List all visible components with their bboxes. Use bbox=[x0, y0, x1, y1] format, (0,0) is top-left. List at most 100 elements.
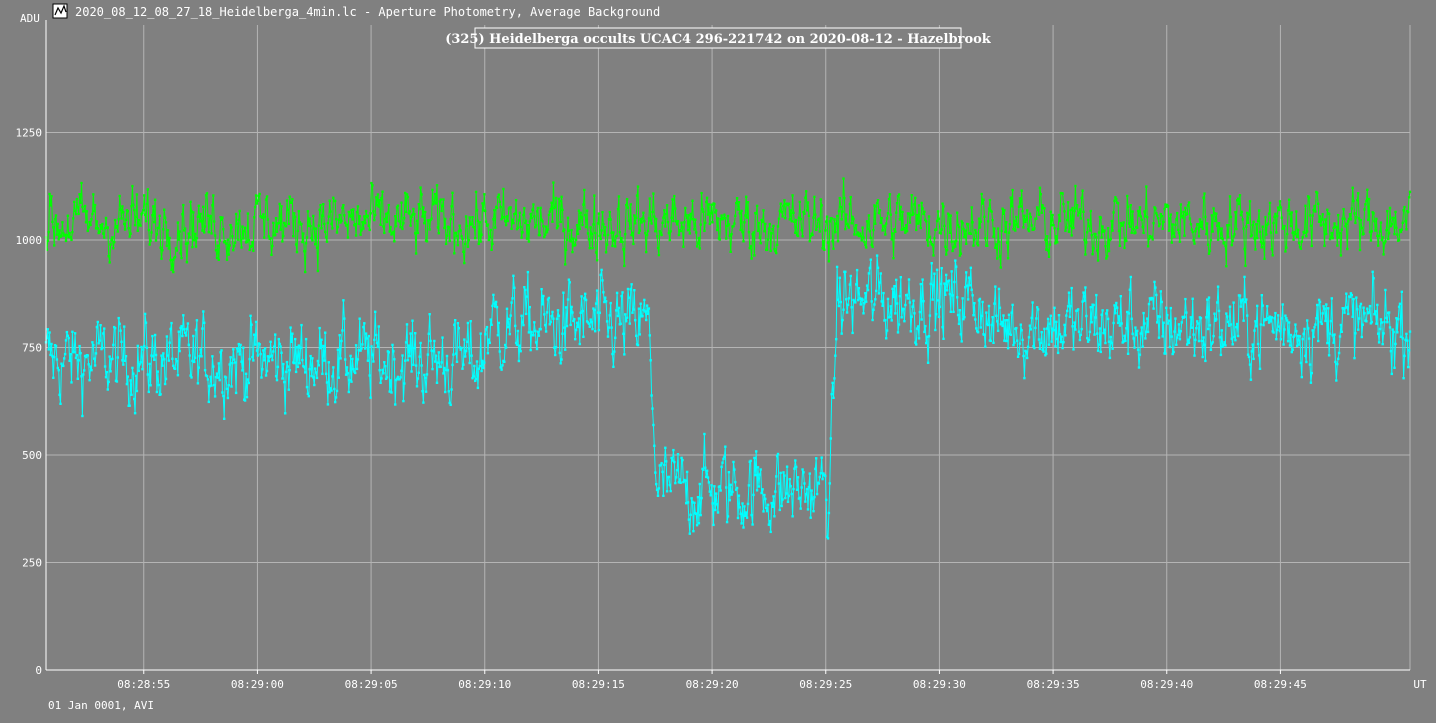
comparison-point bbox=[830, 217, 833, 220]
comparison-point bbox=[599, 237, 602, 241]
target-point bbox=[624, 313, 627, 316]
comparison-point bbox=[1266, 223, 1269, 227]
target-point bbox=[948, 292, 952, 296]
target-point bbox=[960, 340, 963, 343]
target-point bbox=[355, 367, 359, 371]
comparison-point bbox=[733, 222, 736, 225]
comparison-point bbox=[1158, 223, 1162, 226]
target-point bbox=[569, 323, 572, 327]
comparison-point bbox=[1322, 223, 1325, 226]
comparison-point bbox=[1227, 224, 1231, 227]
comparison-point bbox=[685, 214, 688, 217]
comparison-point bbox=[1370, 230, 1373, 233]
comparison-point bbox=[57, 238, 60, 241]
target-point bbox=[952, 310, 955, 313]
comparison-point bbox=[657, 253, 661, 257]
target-point bbox=[1285, 317, 1288, 320]
comparison-point bbox=[352, 208, 355, 211]
target-point bbox=[1160, 300, 1163, 304]
target-point bbox=[1184, 297, 1187, 301]
comparison-point bbox=[491, 242, 494, 246]
target-point bbox=[451, 363, 454, 367]
target-point bbox=[134, 374, 138, 378]
target-point bbox=[217, 362, 220, 365]
target-point bbox=[1166, 322, 1170, 325]
target-point bbox=[924, 324, 927, 328]
target-point bbox=[1183, 315, 1186, 319]
target-point bbox=[446, 369, 450, 372]
comparison-point bbox=[1139, 215, 1142, 218]
comparison-point bbox=[1389, 224, 1393, 228]
target-point bbox=[320, 338, 323, 341]
target-point bbox=[1305, 360, 1308, 364]
target-point bbox=[1118, 324, 1122, 327]
target-point bbox=[343, 317, 346, 320]
comparison-point bbox=[221, 216, 224, 219]
comparison-point bbox=[1105, 257, 1108, 260]
comparison-point bbox=[1132, 228, 1135, 231]
comparison-point bbox=[804, 196, 807, 199]
comparison-point bbox=[1169, 213, 1172, 216]
target-point bbox=[1338, 335, 1342, 338]
comparison-point bbox=[943, 224, 946, 228]
target-point bbox=[263, 347, 267, 350]
target-point bbox=[1085, 314, 1088, 318]
target-point bbox=[221, 391, 224, 394]
target-point bbox=[1031, 301, 1034, 304]
target-point bbox=[651, 407, 654, 410]
comparison-point bbox=[1339, 254, 1343, 257]
target-point bbox=[80, 375, 83, 378]
comparison-point bbox=[155, 233, 159, 236]
comparison-point bbox=[141, 211, 144, 214]
target-point bbox=[504, 343, 507, 347]
comparison-point bbox=[808, 240, 811, 243]
comparison-point bbox=[91, 212, 94, 216]
target-point bbox=[509, 314, 512, 317]
target-point bbox=[1136, 348, 1140, 351]
target-point bbox=[58, 393, 61, 396]
target-point bbox=[106, 388, 109, 391]
comparison-point bbox=[536, 206, 540, 210]
comparison-point bbox=[486, 223, 490, 226]
comparison-point bbox=[527, 240, 531, 243]
target-point bbox=[1220, 329, 1223, 332]
target-point bbox=[457, 327, 460, 330]
comparison-point bbox=[488, 235, 491, 238]
comparison-point bbox=[562, 229, 565, 233]
comparison-point bbox=[1104, 245, 1107, 248]
target-point bbox=[1197, 339, 1201, 343]
comparison-point bbox=[1052, 223, 1055, 227]
comparison-point bbox=[392, 230, 395, 233]
comparison-point bbox=[219, 216, 222, 219]
comparison-point bbox=[163, 216, 167, 219]
comparison-point bbox=[1329, 235, 1333, 239]
comparison-point bbox=[893, 228, 896, 231]
target-point bbox=[57, 369, 60, 372]
comparison-point bbox=[1373, 219, 1376, 223]
comparison-point bbox=[1018, 197, 1022, 200]
target-point bbox=[47, 348, 50, 351]
comparison-point bbox=[474, 237, 477, 240]
comparison-point bbox=[1002, 212, 1005, 215]
comparison-point bbox=[749, 245, 752, 248]
comparison-point bbox=[907, 212, 911, 215]
comparison-point bbox=[1116, 202, 1120, 205]
target-point bbox=[335, 389, 339, 393]
target-point bbox=[1127, 312, 1131, 315]
comparison-point bbox=[929, 240, 932, 244]
comparison-point bbox=[803, 212, 806, 215]
target-point bbox=[563, 326, 566, 329]
target-point bbox=[471, 376, 474, 380]
target-point bbox=[76, 377, 79, 380]
target-point bbox=[190, 376, 193, 379]
target-point bbox=[168, 341, 171, 344]
comparison-point bbox=[246, 212, 250, 215]
target-point bbox=[893, 285, 896, 288]
target-point bbox=[463, 338, 466, 341]
target-point bbox=[405, 323, 409, 326]
target-point bbox=[1374, 310, 1377, 313]
target-point bbox=[799, 507, 802, 510]
comparison-point bbox=[1239, 214, 1243, 217]
comparison-point bbox=[762, 209, 765, 212]
x-tick-label: 08:29:45 bbox=[1254, 678, 1307, 691]
